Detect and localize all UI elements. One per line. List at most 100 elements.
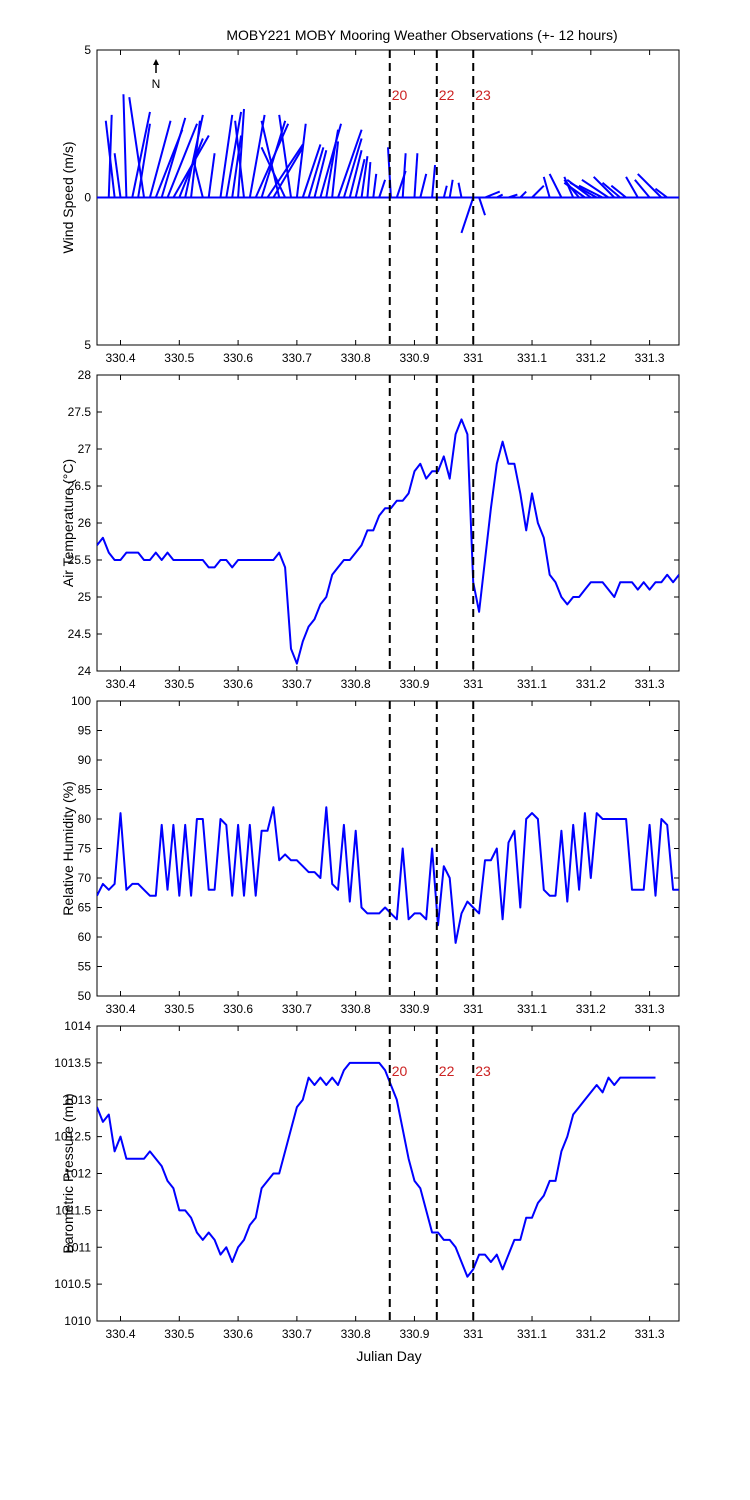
wind-vector (113, 153, 122, 198)
wind-vector (360, 156, 369, 198)
air-temperature-x-tick-label: 330.9 (399, 677, 429, 691)
wind-vector (413, 153, 419, 198)
wind-vector (190, 120, 201, 198)
barometric-pressure-y-tick-label: 1011 (65, 1240, 91, 1254)
wind-vector (325, 129, 340, 198)
wind-vector (548, 173, 563, 198)
wind-speed-x-tick-label: 331.3 (635, 351, 665, 365)
relative-humidity-data-layer (97, 806, 679, 944)
relative-humidity-x-tick-label: 330.6 (223, 1002, 253, 1016)
wind-vector (401, 153, 407, 198)
air-temperature-x-tick-label: 330.5 (164, 677, 194, 691)
wind-vector (278, 114, 292, 198)
relative-humidity-y-tick-label: 65 (78, 901, 92, 915)
wind-vector (231, 135, 243, 198)
barometric-pressure-x-tick-label: 331.2 (576, 1327, 606, 1341)
wind-vector (104, 120, 116, 198)
barometric-pressure-y-tick-label: 1012 (64, 1167, 91, 1181)
wind-vector (419, 173, 428, 198)
barometric-pressure-y-tick-label: 1014 (64, 1019, 91, 1033)
relative-humidity-y-tick-label: 90 (78, 753, 92, 767)
wind-vector (372, 173, 378, 198)
wind-speed-marker-label: 22 (439, 87, 455, 103)
wind-vector (542, 176, 551, 198)
air-temperature-x-tick-label: 330.4 (105, 677, 135, 691)
air-temperature-y-tick-label: 25.5 (68, 553, 92, 567)
barometric-pressure-x-tick-label: 330.8 (341, 1327, 371, 1341)
relative-humidity-x-tick-label: 330.8 (341, 1002, 371, 1016)
barometric-pressure-data-layer (97, 1061, 656, 1278)
relative-humidity-panel: 330.4 330.5 330.6 330.7 330.8 330.9 331 331.1 33… (60, 694, 680, 1016)
relative-humidity-y-tick-label: 95 (78, 724, 92, 738)
relative-humidity-y-tick-label: 50 (78, 989, 92, 1003)
air-temperature-plot-frame (96, 374, 680, 672)
barometric-pressure-y-tick-label: 1013 (64, 1093, 91, 1107)
wind-speed-x-tick-label: 331 (463, 351, 483, 365)
wind-vector (307, 147, 325, 198)
wind-vector (301, 144, 322, 198)
wind-vector (478, 197, 486, 216)
wind-vector (581, 178, 610, 199)
barometric-pressure-y-tick-label: 1011.5 (55, 1203, 91, 1217)
relative-humidity-x-tick-label: 331.3 (635, 1002, 665, 1016)
barometric-pressure-y-tick-label: 1010.5 (54, 1277, 91, 1291)
air-temperature-y-tick-label: 27 (78, 442, 92, 456)
barometric-pressure-panel: 330.4 330.5 330.6 330.7 330.8 330.9 331 331.1 33… (54, 1019, 680, 1341)
air-temperature-y-tick-label: 26.5 (68, 479, 92, 493)
wind-vector (578, 184, 604, 199)
relative-humidity-y-tick-label: 85 (78, 783, 92, 797)
relative-humidity-plot-frame (96, 700, 680, 997)
wind-vector (237, 108, 245, 198)
wind-vector (137, 123, 151, 198)
barometric-pressure-x-tick-label: 330.6 (223, 1327, 253, 1341)
barometric-pressure-x-tick-label: 331.1 (517, 1327, 547, 1341)
relative-humidity-y-tick-label: 100 (71, 694, 91, 708)
air-temperature-x-tick-label: 330.8 (341, 677, 371, 691)
wind-speed-marker-label: 23 (475, 87, 491, 103)
wind-vector (531, 184, 545, 199)
wind-vector (248, 114, 266, 198)
air-temperature-y-axis-label: Air Temperature (°C) (60, 459, 76, 587)
relative-humidity-x-tick-label: 330.4 (105, 1002, 135, 1016)
air-temperature-y-tick-label: 25 (78, 590, 92, 604)
wind-speed-y-axis-label: Wind Speed (m/s) (60, 141, 76, 253)
relative-humidity-x-tick-label: 331.2 (576, 1002, 606, 1016)
wind-vector (331, 141, 340, 198)
air-temperature-x-tick-label: 331.2 (576, 677, 606, 691)
wind-speed-panel: 330.4 330.5 330.6 330.7 330.8 330.9 331 331.1 33… (60, 43, 680, 365)
wind-speed-x-tick-label: 330.5 (164, 351, 194, 365)
relative-humidity-x-tick-label: 330.7 (282, 1002, 312, 1016)
wind-vector (354, 158, 366, 198)
wind-vector (448, 179, 454, 198)
relative-humidity-y-tick-label: 55 (78, 960, 92, 974)
wind-speed-y-tick-label: 5 (84, 43, 91, 57)
wind-vector (295, 123, 307, 198)
wind-vector (484, 190, 501, 199)
wind-speed-x-tick-label: 330.7 (282, 351, 312, 365)
wind-speed-x-tick-label: 330.4 (105, 351, 135, 365)
wind-vector (654, 187, 668, 199)
wind-vector (601, 181, 621, 199)
barometric-pressure-x-tick-label: 331.3 (635, 1327, 665, 1341)
wind-vector (634, 179, 651, 199)
air-temperature-x-tick-label: 330.6 (223, 677, 253, 691)
wind-speed-x-tick-label: 331.2 (576, 351, 606, 365)
air-temperature-panel: 330.4 330.5 330.6 330.7 330.8 330.9 331 331.1 33… (60, 368, 680, 691)
wind-vector (378, 179, 387, 198)
relative-humidity-y-tick-label: 70 (78, 871, 92, 885)
wind-vector (166, 123, 198, 198)
air-temperature-y-tick-label: 27.5 (68, 405, 92, 419)
wind-speed-y-tick-label: 0 (84, 191, 91, 205)
wind-speed-x-tick-label: 330.8 (341, 351, 371, 365)
barometric-pressure-x-tick-label: 330.4 (105, 1327, 135, 1341)
barometric-pressure-y-tick-label: 1013.5 (54, 1056, 91, 1070)
relative-humidity-y-tick-label: 75 (78, 842, 92, 856)
air-temperature-x-tick-label: 331.1 (517, 677, 547, 691)
wind-vector (122, 94, 128, 198)
wind-speed-x-tick-label: 330.6 (223, 351, 253, 365)
air-temperature-y-tick-label: 26 (78, 516, 92, 530)
air-temperature-y-tick-label: 28 (78, 368, 92, 382)
wind-speed-y-tick-label: 5 (84, 338, 91, 352)
air-temperature-y-tick-label: 24 (78, 664, 92, 678)
